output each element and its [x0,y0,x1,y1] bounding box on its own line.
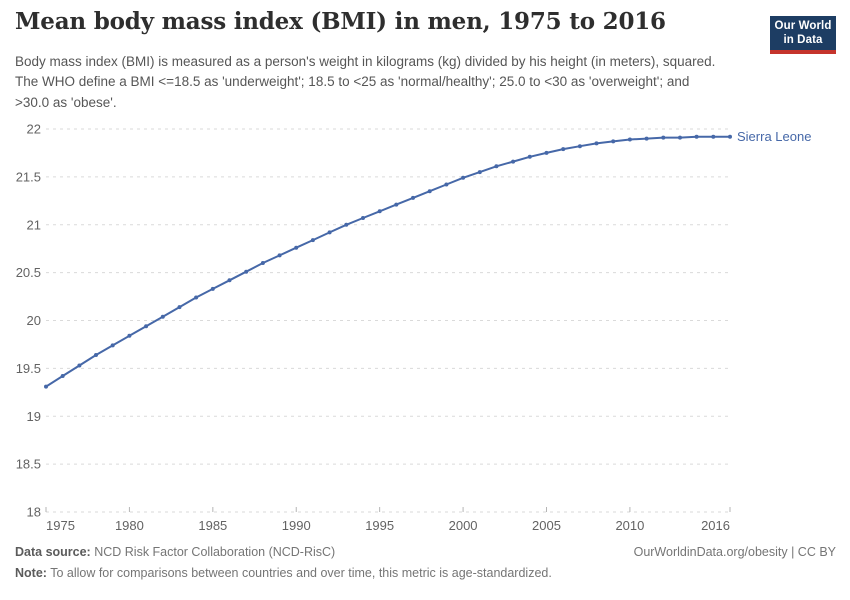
x-tick-label: 2005 [532,518,561,533]
data-point[interactable] [527,154,532,159]
x-tick-label: 2016 [701,518,730,533]
data-point[interactable] [244,269,249,274]
note-label: Note: [15,565,47,580]
data-point[interactable] [728,134,732,139]
footer-left: Data source: NCD Risk Factor Collaborati… [15,542,552,583]
data-point[interactable] [444,182,449,187]
data-point[interactable] [611,139,616,144]
data-point[interactable] [594,141,599,146]
data-point[interactable] [344,222,349,227]
data-point[interactable] [494,164,499,169]
owid-logo-line1: Our World [774,20,832,32]
data-point[interactable] [678,135,682,140]
data-point[interactable] [160,314,165,319]
series-line[interactable] [45,135,731,388]
data-point[interactable] [377,209,382,214]
y-tick-label: 21.5 [16,169,41,184]
data-point[interactable] [427,189,432,194]
data-point[interactable] [294,245,299,250]
y-tick-label: 20.5 [16,265,41,280]
data-point[interactable] [310,238,315,243]
chart-subtitle: Body mass index (BMI) is measured as a p… [15,54,716,110]
data-point[interactable] [94,353,98,357]
x-tick-label: 1975 [46,518,75,533]
owid-logo-line2: in Data [783,34,823,46]
owid-logo-box: Our World in Data [770,16,836,50]
data-point[interactable] [44,384,48,389]
data-point[interactable] [110,343,115,348]
y-tick-label: 20 [27,313,41,328]
chart-footer: Data source: NCD Risk Factor Collaborati… [15,542,836,583]
data-point[interactable] [144,324,149,329]
note-value: To allow for comparisons between countri… [46,565,552,580]
data-point[interactable] [277,253,282,258]
note-line: Note: To allow for comparisons between c… [15,563,552,584]
data-point[interactable] [694,134,699,139]
data-point[interactable] [411,195,415,200]
data-point[interactable] [461,175,466,180]
data-point[interactable] [194,295,199,300]
data-point[interactable] [127,333,132,338]
data-point[interactable] [711,134,716,139]
x-tick-label: 1985 [198,518,227,533]
y-tick-label: 18.5 [16,457,41,472]
data-point[interactable] [394,202,399,207]
data-point[interactable] [260,261,265,265]
y-tick-label: 18 [27,505,41,520]
data-point[interactable] [77,363,82,368]
x-tick-label: 1990 [282,518,311,533]
data-point[interactable] [577,144,582,149]
footer-license-link[interactable]: OurWorldinData.org/obesity | CC BY [633,545,836,559]
data-point[interactable] [361,216,365,220]
owid-logo-accent-bar [770,50,836,54]
y-tick-label: 19.5 [16,361,41,376]
x-tick-label: 2000 [449,518,478,533]
data-point[interactable] [477,170,482,175]
x-tick-label: 2010 [615,518,644,533]
data-point[interactable] [644,136,649,141]
data-point[interactable] [627,137,632,142]
data-point[interactable] [511,159,516,164]
owid-logo[interactable]: Our World in Data [770,16,836,54]
data-point[interactable] [544,150,549,155]
page-title: Mean body mass index (BMI) in men, 1975 … [15,8,666,35]
series-label[interactable]: Sierra Leone [737,129,811,144]
data-point[interactable] [60,374,65,378]
data-point[interactable] [210,286,215,291]
data-point[interactable] [661,135,666,140]
data-source-value: NCD Risk Factor Collaboration (NCD-RisC) [90,545,336,559]
data-point[interactable] [327,230,332,235]
data-point[interactable] [227,278,232,283]
y-tick-label: 21 [27,217,41,232]
x-tick-label: 1980 [115,518,144,533]
y-tick-label: 22 [27,122,41,137]
data-point[interactable] [561,147,566,152]
data-point[interactable] [177,305,182,310]
data-source-label: Data source: [15,545,91,559]
x-tick-label: 1995 [365,518,394,533]
data-source-line: Data source: NCD Risk Factor Collaborati… [15,542,552,563]
line-chart[interactable]: 18 18.5 19 19.5 20 20.5 21 21.5 22 1975 1980 1985 19… [0,115,850,540]
y-tick-label: 19 [27,409,41,424]
